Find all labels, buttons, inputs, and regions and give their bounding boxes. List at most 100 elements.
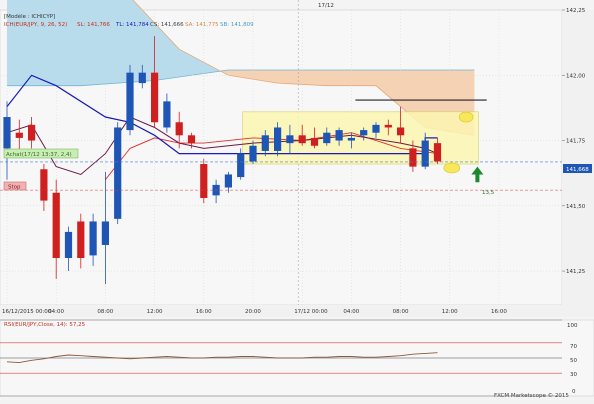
candle — [200, 158, 208, 204]
candle — [384, 119, 392, 136]
cloud-bear — [7, 70, 475, 136]
sl-label: SL: 141,766 — [77, 22, 110, 28]
candle-body — [101, 221, 109, 245]
time-tick-label: 12:00 — [147, 309, 163, 315]
candle-body — [52, 192, 60, 259]
candle-body — [384, 124, 392, 128]
time-tick-label: 17/12 00:00 — [294, 309, 328, 315]
price-axis: 142,25 142,00 141,75 141,50 141,25 — [562, 8, 594, 305]
rsi-label: RSI(EUR/JPY,Close, 14): 57,25 — [4, 322, 86, 328]
candle-body — [421, 140, 429, 167]
candle-body — [261, 135, 269, 151]
candle — [28, 117, 36, 149]
candle — [52, 179, 60, 279]
candle-body — [28, 124, 36, 141]
candle-body — [224, 174, 232, 188]
candle-body — [126, 72, 134, 131]
candle-body — [64, 231, 73, 259]
arrow-count-label: 13,5 — [482, 190, 495, 196]
candle — [261, 130, 269, 157]
time-tick-label: 16:00 — [491, 309, 507, 315]
candle — [237, 148, 245, 180]
cs-label: CS: 141,666 — [150, 22, 184, 28]
candle-body — [151, 72, 159, 123]
candle — [187, 132, 196, 149]
rsi-level-30: 30 — [570, 372, 577, 378]
candle — [101, 171, 109, 285]
model-label: [Modèle : ICHICYP] — [4, 13, 55, 20]
indicator-legend: ICH(EUR/JPY, 9, 26, 52) SL: 141,766 TL: … — [4, 22, 254, 28]
candle — [335, 127, 343, 146]
candle — [347, 132, 355, 149]
rsi-level-0: 0 — [572, 389, 576, 395]
sa-label: SA: 141,775 — [185, 22, 219, 28]
marker-top — [458, 111, 474, 123]
candle — [15, 119, 23, 154]
time-tick-label: 20:00 — [245, 309, 261, 315]
tl-label: TL: 141,784 — [115, 22, 149, 28]
candle — [175, 111, 183, 149]
candle-body — [138, 72, 146, 84]
candle-body — [175, 122, 183, 136]
candle — [274, 122, 282, 157]
candle — [249, 140, 257, 165]
candle — [323, 127, 331, 146]
rsi-level-100: 100 — [567, 323, 578, 329]
candle-body — [77, 221, 85, 259]
price-tick-label: 141,25 — [566, 269, 586, 275]
candle-body — [310, 137, 319, 146]
candle-body — [274, 127, 282, 151]
candle-body — [397, 127, 405, 136]
candle-body — [40, 169, 48, 201]
current-price-tag: 141,668 — [563, 164, 592, 173]
ich-label: ICH(EUR/JPY, 9, 26, 52) — [4, 22, 67, 28]
stop-tag[interactable]: Stop — [3, 181, 27, 191]
candle-body — [286, 135, 294, 144]
candle-body — [3, 117, 11, 149]
candle-body — [323, 132, 331, 144]
sb-label: SB: 141,809 — [220, 22, 254, 28]
stop-label: Stop — [8, 185, 21, 191]
candle — [433, 137, 442, 165]
achat-label: Achat(17/12 13:37, 2,4) — [6, 152, 72, 158]
price-tick-label: 141,50 — [566, 204, 586, 210]
candle-body — [114, 127, 122, 219]
candles — [3, 36, 442, 285]
rsi-level-50: 50 — [570, 358, 577, 364]
time-tick-label: 12:00 — [442, 309, 458, 315]
candle-body — [335, 130, 343, 141]
price-tick-label: 141,75 — [566, 139, 586, 145]
price-tick-label: 142,00 — [566, 73, 586, 79]
current-price-label: 141,668 — [566, 167, 589, 173]
candle-body — [163, 101, 171, 128]
candle — [138, 64, 146, 89]
time-tick-label: 16/12/2015 00:00 — [2, 309, 52, 315]
copyright-label: FXCM Marketscope © 2015 — [494, 392, 569, 399]
time-tick-label: 04:00 — [48, 309, 64, 315]
candle-body — [249, 145, 257, 162]
cloud-bull — [7, 0, 475, 86]
time-tick-label: 04:00 — [343, 309, 359, 315]
time-tick-label: 16:00 — [196, 309, 212, 315]
candle-body — [15, 132, 23, 138]
candle-body — [372, 124, 380, 133]
rsi-line — [6, 352, 438, 364]
marker-bottom — [443, 162, 461, 174]
achat-tag[interactable]: Achat(17/12 13:37, 2,4) — [3, 148, 79, 159]
candle — [89, 213, 97, 266]
top-date-label: 17/12 — [318, 3, 334, 9]
candle-body — [433, 143, 442, 162]
candle — [286, 124, 294, 154]
buy-arrow-icon — [471, 166, 484, 183]
candle-body — [347, 137, 355, 141]
candle-body — [409, 148, 417, 167]
candle — [151, 36, 159, 128]
candle-body — [89, 221, 97, 256]
candle — [360, 127, 368, 141]
time-tick-label: 08:00 — [393, 309, 409, 315]
candle-body — [187, 135, 196, 144]
candle — [298, 124, 306, 146]
